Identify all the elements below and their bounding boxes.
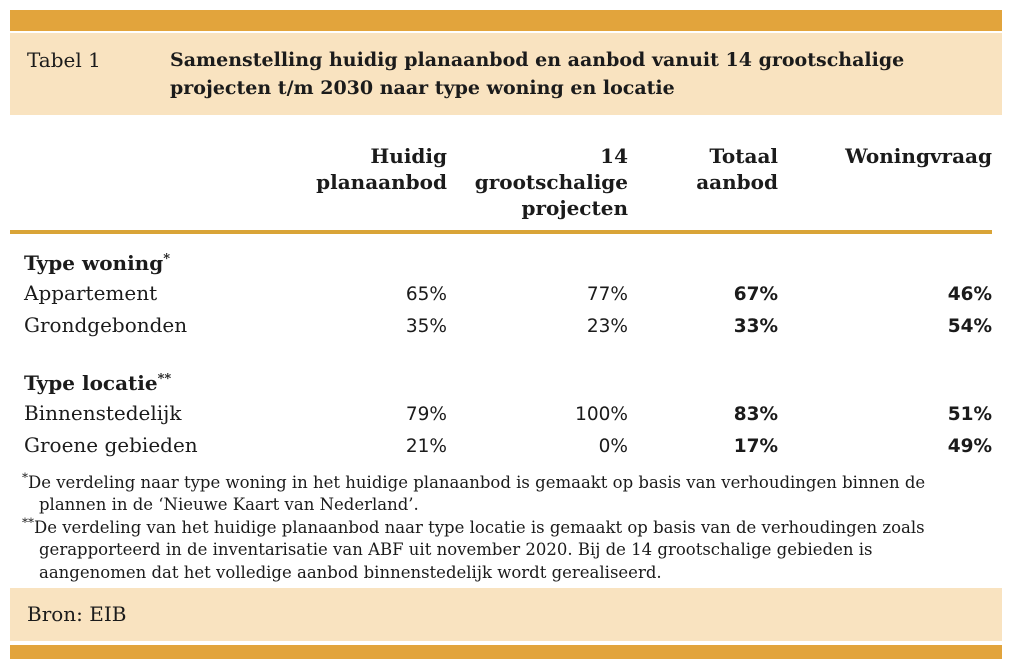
section-header-type-woning: Type woning* [10, 248, 992, 278]
spacer-row [10, 342, 992, 368]
footnote-marker: ** [22, 515, 34, 530]
header-line: projecten [521, 196, 628, 220]
table-row: Binnenstedelijk 79% 100% 83% 51% [10, 398, 992, 430]
value-cell: 33% [733, 316, 778, 337]
table-row: Groene gebieden 21% 0% 17% 49% [10, 430, 992, 462]
value-cell: 65% [405, 284, 447, 305]
column-header-totaal-aanbod: Totaal aanbod [628, 115, 778, 234]
footnote-marker: * [22, 470, 28, 485]
footnote-marker: * [163, 251, 171, 267]
value-cell: 17% [733, 436, 778, 457]
value-cell: 46% [947, 284, 992, 305]
top-accent-bar [10, 10, 1002, 31]
bottom-accent-bar [10, 645, 1002, 660]
footnote-text: De verdeling naar type woning in het hui… [28, 473, 926, 515]
header-line: grootschalige [474, 170, 628, 194]
value-cell: 54% [947, 316, 992, 337]
title-band: Tabel 1 Samenstelling huidig planaanbod … [10, 33, 1002, 115]
header-row: Huidig planaanbod 14 grootschalige proje… [10, 115, 992, 234]
footnotes: *De verdeling naar type woning in het hu… [22, 472, 927, 584]
table-row: Appartement 65% 77% 67% 46% [10, 278, 992, 310]
header-line: Huidig [370, 144, 447, 168]
header-line: Totaal [709, 144, 778, 168]
section-header-label: Type locatie [24, 371, 158, 395]
value-cell: 51% [947, 404, 992, 425]
source-label: Bron: EIB [27, 602, 127, 627]
section-header-label: Type woning [24, 251, 164, 275]
value-cell: 0% [598, 436, 628, 457]
footnote-text: De verdeling van het huidige planaanbod … [34, 517, 925, 582]
column-header-empty [10, 115, 300, 234]
value-cell: 67% [733, 284, 778, 305]
spacer-row [10, 232, 992, 248]
value-cell: 35% [405, 316, 447, 337]
header-line: Woningvraag [845, 144, 992, 168]
value-cell: 83% [733, 404, 778, 425]
value-cell: 79% [405, 404, 447, 425]
data-table: Huidig planaanbod 14 grootschalige proje… [10, 115, 992, 462]
header-line: planaanbod [316, 170, 447, 194]
column-header-huidig-planaanbod: Huidig planaanbod [300, 115, 447, 234]
table-title: Samenstelling huidig planaanbod en aanbo… [170, 49, 905, 99]
row-label: Binnenstedelijk [24, 401, 182, 425]
value-cell: 49% [947, 436, 992, 457]
row-label: Groene gebieden [24, 433, 198, 457]
header-line: 14 [600, 144, 628, 168]
row-label: Appartement [24, 281, 158, 305]
table-tag: Tabel 1 [27, 48, 101, 72]
value-cell: 100% [575, 404, 628, 425]
row-label: Grondgebonden [24, 313, 188, 337]
value-cell: 23% [586, 316, 628, 337]
column-header-woningvraag: Woningvraag [778, 115, 992, 234]
header-line: aanbod [696, 170, 778, 194]
table-body: Type woning* Appartement 65% 77% 67% 46%… [10, 232, 992, 462]
footnote: **De verdeling van het huidige planaanbo… [22, 515, 927, 584]
value-cell: 77% [586, 284, 628, 305]
section-header-row: Type woning* [10, 248, 992, 278]
section-header-type-locatie: Type locatie** [10, 368, 992, 398]
section-header-row: Type locatie** [10, 368, 992, 398]
figure-content: Tabel 1 Samenstelling huidig planaanbod … [10, 10, 1002, 660]
table-header: Huidig planaanbod 14 grootschalige proje… [10, 115, 992, 234]
source-band: Bron: EIB [10, 588, 1002, 642]
footnote: *De verdeling naar type woning in het hu… [22, 472, 927, 517]
table-row: Grondgebonden 35% 23% 33% 54% [10, 310, 992, 342]
column-header-14-grootschalige-projecten: 14 grootschalige projecten [447, 115, 628, 234]
value-cell: 21% [405, 436, 447, 457]
footnote-marker: ** [157, 371, 172, 387]
